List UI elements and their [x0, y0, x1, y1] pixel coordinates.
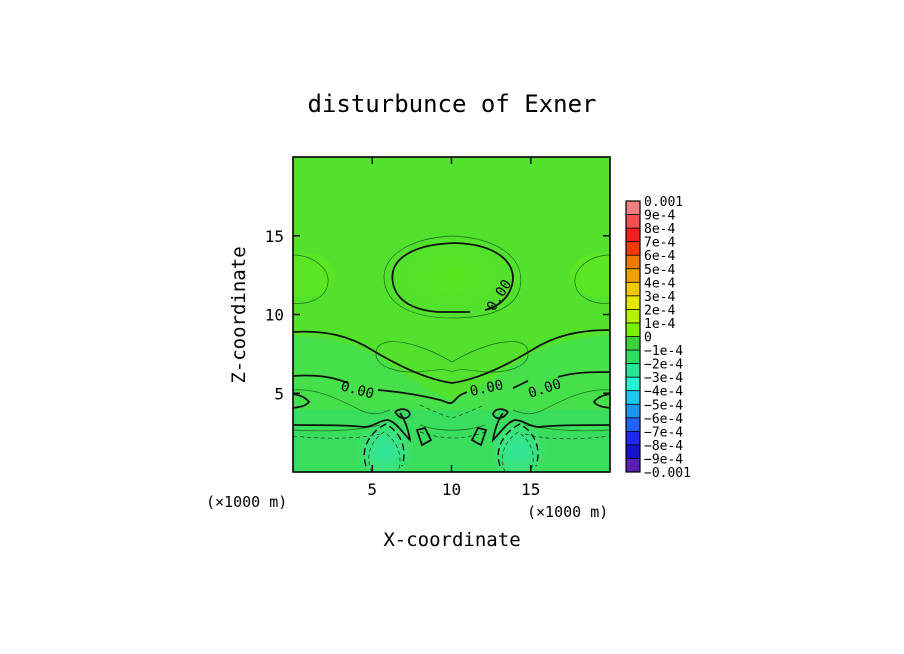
colorbar-swatch — [626, 404, 640, 419]
colorbar-swatch — [626, 390, 640, 405]
colorbar-swatch — [626, 458, 640, 473]
contour-top-center-thin — [383, 235, 522, 319]
contour-mid-right-thin — [512, 389, 610, 415]
colorbar-swatch — [626, 228, 640, 242]
colorbar-label: −2e-4 — [644, 358, 683, 373]
colorbar-label: −6e-4 — [644, 412, 683, 427]
contour-dashed-lower — [293, 431, 610, 440]
contour-zero-left-tongue — [293, 393, 311, 409]
contour-zero-left-blob — [415, 426, 433, 447]
colorbar-label: 1e-4 — [644, 317, 675, 332]
colorbar-label: 3e-4 — [644, 290, 675, 305]
colorbar-swatch — [626, 309, 640, 324]
axes: 5 10 15 5 10 15 — [265, 157, 610, 499]
y-tick-label: 5 — [274, 384, 284, 403]
contour-zero-mid-right-small — [492, 408, 509, 420]
contour-dashed-right-cone — [502, 431, 534, 472]
y-tick-label: 10 — [265, 306, 284, 325]
colorbar-swatch — [626, 295, 640, 310]
colorbar-label: 2e-4 — [644, 303, 675, 318]
contour-dashed-left-cone — [368, 431, 401, 472]
colorbar-label: 9e-4 — [644, 209, 675, 224]
colorbar: 0.0019e-48e-47e-46e-45e-44e-43e-42e-41e-… — [625, 195, 691, 481]
contour-dashed-bold-left-cone — [363, 423, 405, 467]
colorbar-swatch — [626, 377, 640, 391]
colorbar-label: −8e-4 — [644, 439, 683, 454]
colorbar-swatch — [626, 444, 640, 459]
colorbar-swatch — [626, 255, 640, 270]
x-tick-label: 5 — [367, 480, 377, 499]
field-lower-band — [293, 400, 610, 472]
field-right-positive — [570, 253, 610, 297]
contour-zero-lower-band — [293, 371, 610, 405]
colorbar-label: −5e-4 — [644, 398, 683, 413]
x-tick-label: 15 — [521, 480, 540, 499]
chart-title: disturbunce of Exner — [308, 90, 597, 118]
colorbar-label: −0.001 — [644, 466, 691, 481]
colorbar-label: 5e-4 — [644, 263, 675, 278]
colorbar-swatch — [626, 201, 640, 215]
colorbar-swatch — [626, 241, 640, 256]
colorbar-label: −3e-4 — [644, 371, 683, 386]
colorbar-label: 4e-4 — [644, 276, 675, 291]
colorbar-label: −7e-4 — [644, 425, 683, 440]
colorbar-label: 8e-4 — [644, 222, 675, 237]
y-axis-label: Z-coordinate — [228, 246, 250, 383]
contour-zero-right-tongue — [592, 393, 610, 409]
colorbar-label: −9e-4 — [644, 452, 683, 467]
contour-zero-right-hill — [491, 412, 610, 443]
colorbar-label: −1e-4 — [644, 344, 683, 359]
colorbar-swatch — [626, 431, 640, 446]
colorbar-label: 0.001 — [644, 195, 683, 210]
y-tick-label: 15 — [265, 227, 284, 246]
contour-dashed-center — [419, 404, 485, 419]
field-upper-positive — [382, 230, 522, 320]
colorbar-label: 0 — [644, 331, 652, 346]
colorbar-swatch — [626, 363, 640, 378]
field-mid-band — [293, 335, 610, 410]
contour-zero-left-hill — [293, 412, 412, 443]
colorbar-swatch — [626, 214, 640, 229]
contour-zero-right-blob — [470, 426, 488, 447]
x-unit-left: (×1000 m) — [206, 493, 287, 511]
colorbar-swatch — [626, 417, 640, 432]
colorbar-label: 6e-4 — [644, 249, 675, 264]
contour-zero-top-loop — [391, 242, 514, 313]
colorbar-swatch — [626, 282, 640, 297]
contour-label-center: 0.00 — [469, 377, 505, 400]
contour-left-thin — [293, 254, 329, 304]
x-axis-label: X-coordinate — [383, 529, 520, 551]
colorbar-swatch — [626, 322, 640, 337]
colorbar-label: −4e-4 — [644, 385, 683, 400]
contour-mid-left-thin — [293, 389, 391, 415]
x-tick-label: 10 — [442, 480, 461, 499]
contour-zero-mid-left-small — [394, 408, 411, 420]
contour-dashed-bold-right-cone — [497, 423, 539, 467]
colorbar-swatch — [626, 268, 640, 283]
colorbar-label: 7e-4 — [644, 236, 675, 251]
colorbar-swatch — [626, 350, 640, 364]
contour-right-thin — [574, 254, 610, 304]
field-left-positive — [293, 253, 335, 297]
colorbar-swatch — [626, 336, 640, 351]
plot-area: 0.00 0.00 0.00 0.00 — [293, 157, 610, 472]
contour-zero-upper-band — [293, 329, 610, 384]
x-unit-right: (×1000 m) — [527, 503, 608, 521]
